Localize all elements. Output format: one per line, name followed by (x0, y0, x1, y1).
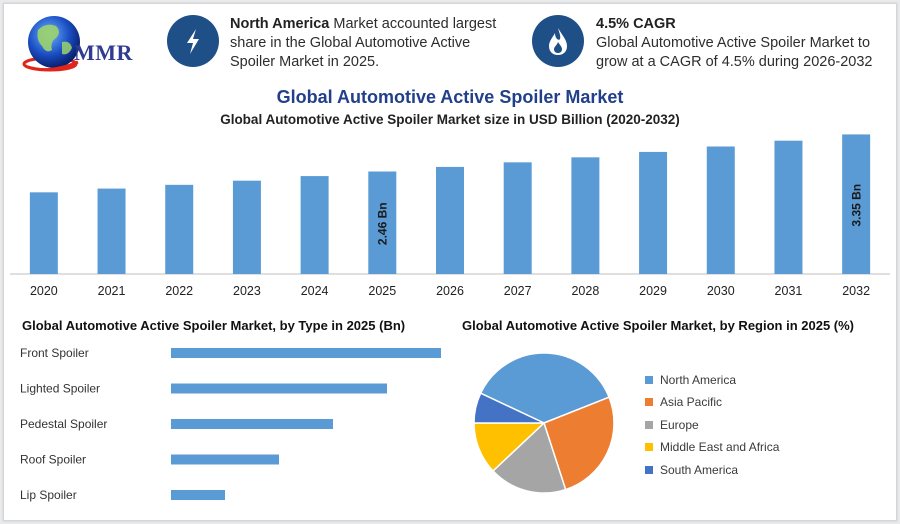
highlight-north-america: North America Market accounted largest s… (230, 16, 497, 70)
bar-2024 (300, 176, 329, 274)
type-bar (171, 490, 225, 500)
market-size-bar-chart: 2020 2021 2022 2023 2024 2025 2.46 Bn 2026 2027 2… (10, 134, 890, 298)
type-bar (171, 383, 387, 394)
x-tick-label: 2022 (165, 284, 193, 298)
type-bar-chart: Front Spoiler Lighted Spoiler Pedestal Spo… (20, 346, 441, 502)
x-tick-label: 2031 (775, 284, 803, 298)
x-tick-label: 2030 (707, 284, 735, 298)
legend-swatch (645, 398, 653, 406)
bar-2029 (639, 151, 668, 274)
legend-item-north-america: North America (645, 373, 736, 387)
globe-logo-icon (22, 16, 80, 72)
x-tick-label: 2032 (842, 284, 870, 298)
x-tick-label: 2027 (504, 284, 532, 298)
bar-2020 (29, 192, 58, 274)
legend-swatch (645, 466, 653, 474)
bar-2023 (232, 180, 261, 274)
mmr-logo (16, 12, 138, 78)
bar-2032 (842, 134, 871, 274)
x-tick-label: 2020 (30, 284, 58, 298)
legend-item-middle-east-africa: Middle East and Africa (645, 440, 779, 454)
data-label: 3.35 Bn (849, 184, 863, 227)
x-tick-label: 2029 (639, 284, 667, 298)
bar-2026 (436, 166, 464, 274)
bar-2022 (165, 184, 194, 274)
legend-swatch (645, 421, 653, 429)
x-tick-label: 2021 (98, 284, 126, 298)
type-label: Lighted Spoiler (20, 382, 100, 396)
bar-2030 (706, 146, 735, 274)
bar-2021 (97, 188, 126, 274)
flame-drop-icon (532, 15, 584, 67)
type-label: Front Spoiler (20, 346, 89, 360)
legend-item-asia-pacific: Asia Pacific (645, 395, 722, 409)
type-chart-title: Global Automotive Active Spoiler Market,… (22, 318, 406, 333)
x-tick-label: 2023 (233, 284, 261, 298)
type-label: Roof Spoiler (20, 453, 86, 467)
logo-text: MMR (74, 40, 133, 65)
highlight-cagr: 4.5% CAGR Global Automotive Active Spoile… (596, 16, 873, 70)
data-label: 2.46 Bn (375, 202, 389, 245)
pie-slice (473, 392, 545, 424)
x-tick-label: 2025 (368, 284, 396, 298)
bar-chart-title: Global Automotive Active Spoiler Market … (220, 112, 680, 127)
bar-2031 (774, 140, 803, 274)
pie-slice (491, 421, 567, 494)
type-bar (171, 454, 279, 465)
pie-slice (543, 396, 615, 491)
region-pie-chart (473, 352, 615, 494)
main-title: Global Automotive Active Spoiler Market (276, 87, 624, 107)
x-tick-label: 2026 (436, 284, 464, 298)
type-label: Pedestal Spoiler (20, 417, 107, 431)
legend-swatch (645, 376, 653, 384)
bar-2028 (571, 157, 600, 274)
type-bar (171, 348, 441, 358)
legend-item-europe: Europe (645, 418, 699, 432)
legend-item-south-america: South America (645, 463, 738, 477)
type-label: Lip Spoiler (20, 488, 77, 502)
region-chart-title: Global Automotive Active Spoiler Market,… (462, 318, 855, 333)
bar-2027 (503, 162, 532, 274)
bar-2025 (368, 171, 397, 274)
lightning-bolt-icon (167, 15, 219, 67)
pie-slice (479, 352, 611, 424)
type-bar (171, 419, 333, 429)
x-tick-label: 2024 (301, 284, 329, 298)
x-tick-label: 2028 (571, 284, 599, 298)
legend-swatch (645, 443, 653, 451)
